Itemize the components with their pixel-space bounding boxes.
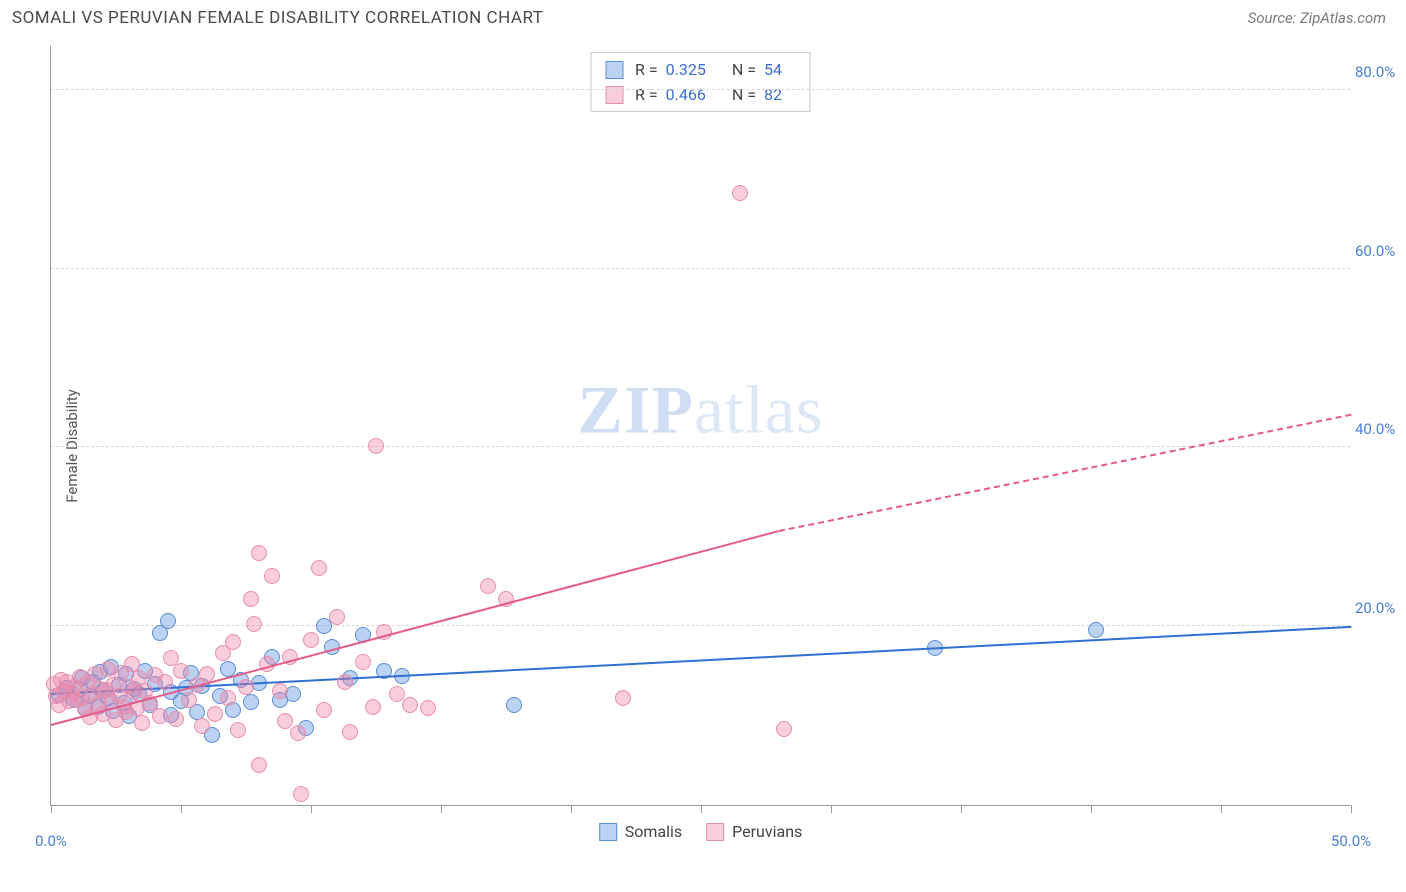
gridline [51, 268, 1350, 269]
data-point [264, 568, 280, 584]
data-point [220, 690, 236, 706]
x-tick [831, 805, 832, 813]
series-legend: Somalis Peruvians [599, 822, 803, 841]
chart-header: SOMALI VS PERUVIAN FEMALE DISABILITY COR… [0, 0, 1406, 28]
stats-legend: R = 0.325 N = 54 R =0.466N =82 [590, 52, 811, 112]
legend-swatch [605, 61, 623, 79]
data-point [277, 713, 293, 729]
n-value: 54 [764, 60, 782, 79]
data-point [246, 616, 262, 632]
x-tick [181, 805, 182, 813]
data-point [615, 690, 631, 706]
data-point [238, 679, 254, 695]
stats-legend-row: R =0.466N =82 [605, 82, 796, 107]
data-point [225, 634, 241, 650]
data-point [420, 700, 436, 716]
trend-line [779, 414, 1351, 532]
x-tick [1351, 805, 1352, 813]
x-tick [1091, 805, 1092, 813]
gridline [51, 89, 1350, 90]
data-point [480, 578, 496, 594]
legend-label: Peruvians [732, 822, 802, 841]
data-point [230, 722, 246, 738]
data-point [776, 721, 792, 737]
watermark: ZIPatlas [578, 371, 824, 450]
y-tick-label: 40.0% [1355, 420, 1406, 438]
x-tick [311, 805, 312, 813]
data-point [290, 725, 306, 741]
data-point [160, 613, 176, 629]
data-point [272, 683, 288, 699]
y-tick-label: 60.0% [1355, 242, 1406, 260]
y-tick-label: 80.0% [1355, 63, 1406, 81]
n-label: N = [732, 60, 756, 79]
data-point [732, 185, 748, 201]
data-point [157, 674, 173, 690]
data-point [402, 697, 418, 713]
data-point [243, 591, 259, 607]
chart-title: SOMALI VS PERUVIAN FEMALE DISABILITY COR… [12, 8, 543, 28]
data-point [303, 632, 319, 648]
data-point [207, 706, 223, 722]
data-point [243, 694, 259, 710]
gridline [51, 446, 1350, 447]
x-tick-label: 0.0% [35, 832, 67, 850]
legend-item: Peruvians [706, 822, 802, 841]
x-tick [1221, 805, 1222, 813]
x-tick [701, 805, 702, 813]
x-tick [961, 805, 962, 813]
data-point [368, 438, 384, 454]
r-value: 0.325 [666, 60, 706, 79]
x-tick [441, 805, 442, 813]
data-point [173, 663, 189, 679]
data-point [134, 715, 150, 731]
source-attribution: Source: ZipAtlas.com [1248, 9, 1386, 27]
legend-item: Somalis [599, 822, 682, 841]
r-label: R = [635, 60, 658, 79]
y-tick-label: 20.0% [1355, 599, 1406, 617]
scatter-plot-area: ZIPatlas R =0.325N =54R =0.466N =82 Soma… [50, 46, 1350, 806]
data-point [251, 545, 267, 561]
data-point [355, 654, 371, 670]
data-point [1088, 622, 1104, 638]
data-point [168, 711, 184, 727]
data-point [152, 708, 168, 724]
legend-swatch [706, 823, 724, 841]
legend-swatch [599, 823, 617, 841]
data-point [194, 718, 210, 734]
x-tick [51, 805, 52, 813]
stats-legend-row: R = 0.325 N = 54 [605, 57, 796, 82]
data-point [506, 697, 522, 713]
data-point [329, 609, 345, 625]
x-tick-label: 50.0% [1331, 832, 1371, 850]
data-point [293, 786, 309, 802]
data-point [181, 692, 197, 708]
data-point [365, 699, 381, 715]
x-tick [571, 805, 572, 813]
data-point [342, 724, 358, 740]
data-point [316, 702, 332, 718]
data-point [337, 674, 353, 690]
data-point [251, 757, 267, 773]
legend-label: Somalis [625, 822, 682, 841]
data-point [311, 560, 327, 576]
